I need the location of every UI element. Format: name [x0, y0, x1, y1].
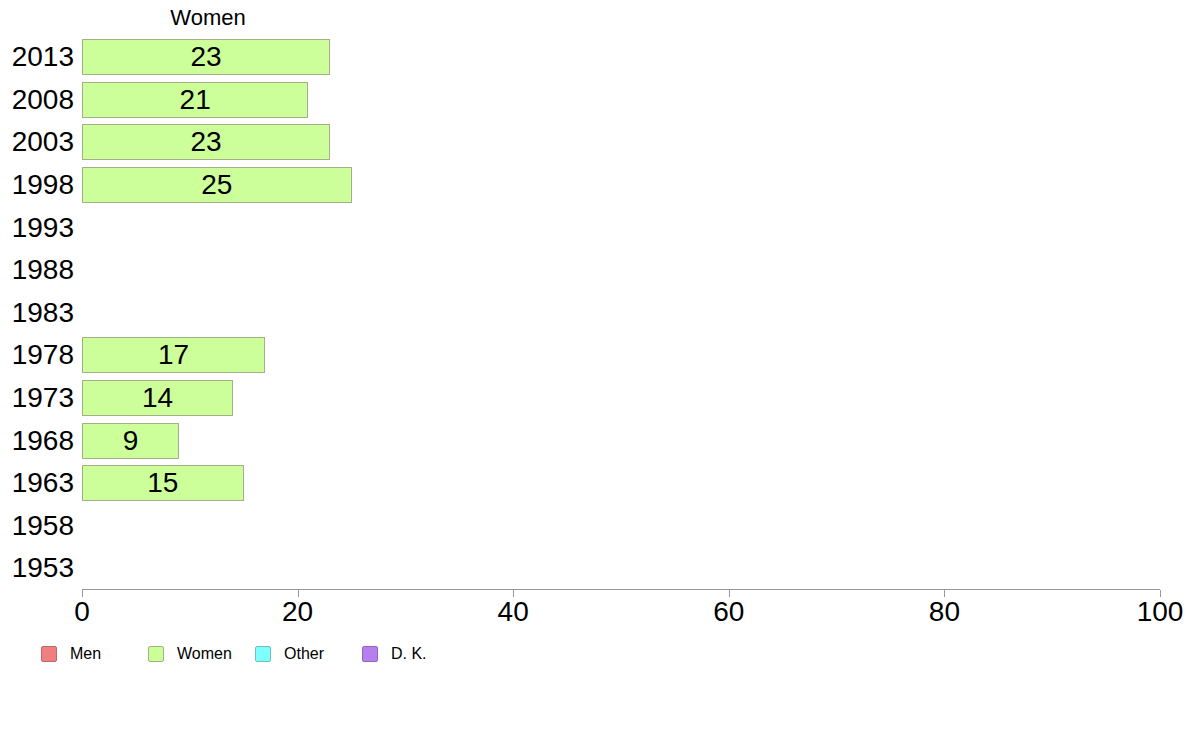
bar[interactable]: 25 [82, 167, 352, 203]
y-axis-label: 2013 [0, 41, 82, 73]
bar[interactable]: 9 [82, 423, 179, 459]
bar[interactable]: 14 [82, 380, 233, 416]
chart-row: 1988 [0, 249, 1188, 292]
chart-page: Women 2013 23 2008 21 2003 23 1998 25 1993 1988 19… [0, 0, 1188, 736]
bar-value-label: 23 [190, 126, 221, 158]
chart-row: 2008 21 [0, 79, 1188, 122]
x-axis-tick-label: 0 [37, 596, 127, 628]
bar-value-label: 25 [201, 169, 232, 201]
legend-item-d-k[interactable]: D. K. [362, 645, 469, 663]
chart-row: 1978 17 [0, 334, 1188, 377]
bar[interactable]: 17 [82, 337, 265, 373]
bar[interactable]: 15 [82, 465, 244, 501]
y-axis-label: 2003 [0, 126, 82, 158]
chart-row: 2003 23 [0, 121, 1188, 164]
chart-row: 1998 25 [0, 164, 1188, 207]
y-axis-label: 1968 [0, 425, 82, 457]
y-axis-label: 1963 [0, 467, 82, 499]
y-axis-label: 1953 [0, 552, 82, 584]
x-axis-tick-label: 60 [684, 596, 774, 628]
legend-swatch-icon [41, 646, 57, 662]
bar-value-label: 14 [142, 382, 173, 414]
legend-swatch-icon [362, 646, 378, 662]
bar-value-label: 9 [123, 425, 139, 457]
chart-row: 1968 9 [0, 419, 1188, 462]
legend-label: Women [177, 645, 232, 663]
y-axis-label: 1973 [0, 382, 82, 414]
chart-row: 1958 [0, 505, 1188, 548]
x-axis-tick-label: 80 [899, 596, 989, 628]
x-axis: 020406080100 [82, 589, 1160, 630]
legend-item-men[interactable]: Men [41, 645, 148, 663]
bar[interactable]: 23 [82, 124, 330, 160]
chart-row: 1993 [0, 206, 1188, 249]
x-axis-tick-label: 40 [468, 596, 558, 628]
legend-label: D. K. [391, 645, 427, 663]
y-axis-label: 1993 [0, 212, 82, 244]
x-axis-tick-label: 20 [253, 596, 343, 628]
bar-value-label: 15 [147, 467, 178, 499]
chart-title: Women [82, 5, 334, 31]
chart-row: 1963 15 [0, 462, 1188, 505]
legend-swatch-icon [148, 646, 164, 662]
y-axis-label: 1983 [0, 297, 82, 329]
x-axis-tick-label: 100 [1115, 596, 1188, 628]
chart-row: 1983 [0, 292, 1188, 335]
chart-row: 1973 14 [0, 377, 1188, 420]
y-axis-label: 1958 [0, 510, 82, 542]
y-axis-label: 1978 [0, 339, 82, 371]
legend-swatch-icon [255, 646, 271, 662]
bar-value-label: 23 [190, 41, 221, 73]
legend-label: Men [70, 645, 101, 663]
bar-value-label: 21 [180, 84, 211, 116]
chart-row: 2013 23 [0, 36, 1188, 79]
bar[interactable]: 21 [82, 82, 308, 118]
legend-item-women[interactable]: Women [148, 645, 255, 663]
chart-row: 1953 [0, 547, 1188, 590]
legend: Men Women Other D. K. [41, 645, 469, 663]
y-axis-label: 1998 [0, 169, 82, 201]
legend-label: Other [284, 645, 324, 663]
plot-area: 2013 23 2008 21 2003 23 1998 25 1993 1988 1983 1978… [0, 36, 1188, 590]
legend-item-other[interactable]: Other [255, 645, 362, 663]
y-axis-label: 2008 [0, 84, 82, 116]
y-axis-label: 1988 [0, 254, 82, 286]
bar-value-label: 17 [158, 339, 189, 371]
bar[interactable]: 23 [82, 39, 330, 75]
